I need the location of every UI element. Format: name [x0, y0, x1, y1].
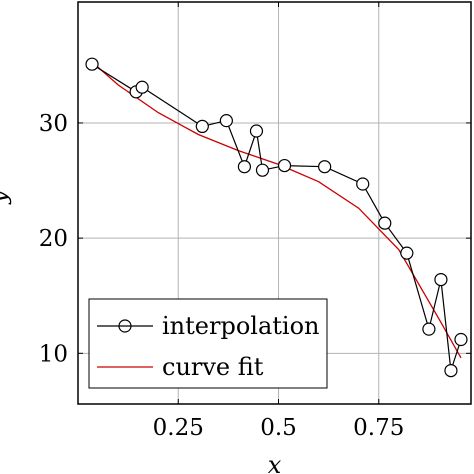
axis-ticks: 0.25 0.5 0.75 10 20 30	[39, 2, 471, 441]
y-axis-label: y	[0, 190, 12, 205]
data-point-interpolation	[195, 119, 209, 134]
data-point-interpolation	[255, 163, 270, 177]
data-point-interpolation	[135, 80, 149, 94]
x-tick-label: 0.75	[353, 415, 404, 441]
data-point-interpolation	[444, 363, 458, 378]
legend-box	[88, 298, 328, 389]
data-point-interpolation	[356, 177, 370, 191]
legend: interpolation curve fit	[88, 298, 328, 389]
data-point-interpolation	[249, 124, 264, 138]
x-axis-label: x	[268, 451, 282, 474]
legend-label-interpolation: interpolation	[162, 312, 319, 340]
data-point-interpolation	[400, 246, 414, 260]
y-tick-label: 10	[39, 341, 68, 367]
series-layer	[85, 57, 468, 378]
data-point-interpolation	[454, 332, 468, 347]
plot-frame	[77, 1, 472, 405]
data-point-interpolation	[237, 160, 252, 174]
x-tick-label: 0.25	[153, 415, 204, 441]
data-point-interpolation	[434, 272, 448, 287]
data-point-interpolation	[219, 114, 233, 128]
data-point-interpolation	[277, 158, 292, 173]
data-point-interpolation	[318, 160, 332, 174]
x-tick-label: 0.5	[260, 415, 297, 441]
data-point-interpolation	[422, 322, 436, 336]
data-point-interpolation	[85, 57, 99, 71]
legend-marker-interpolation	[118, 319, 132, 333]
data-point-interpolation	[378, 216, 392, 230]
y-tick-label: 30	[39, 111, 68, 137]
y-tick-label: 20	[39, 226, 68, 252]
legend-label-curve-fit: curve fit	[162, 353, 264, 381]
